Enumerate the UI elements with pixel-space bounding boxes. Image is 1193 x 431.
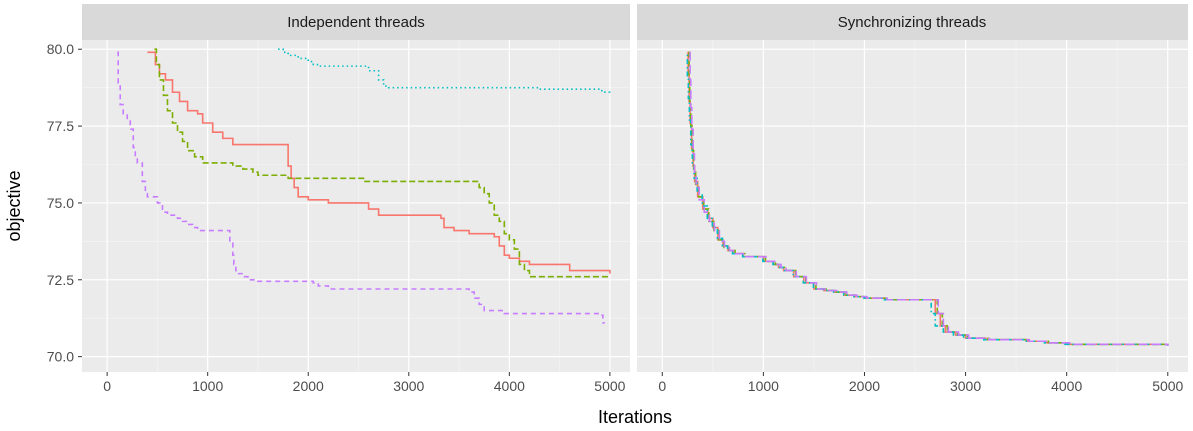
series-line-2	[278, 48, 611, 96]
series-line-0	[687, 51, 1169, 346]
x-tick-label: 1000	[748, 378, 779, 394]
x-axis-ticks: 0 1000 2000 3000 4000 5000	[103, 372, 626, 394]
x-tick-label: 4000	[1051, 378, 1082, 394]
panel-strip	[82, 4, 630, 40]
grid-lines	[637, 40, 1188, 372]
x-tick-label: 3000	[950, 378, 981, 394]
y-tick-label: 80.0	[47, 41, 74, 57]
x-tick-label: 3000	[393, 378, 424, 394]
panel-independent-threads: Independent threads 0 1000 2000 3000 4000 500…	[47, 4, 630, 394]
series-line-1	[154, 48, 610, 278]
panel-title: Synchronizing threads	[838, 14, 986, 31]
y-tick-label: 70.0	[47, 349, 74, 365]
x-tick-label: 2000	[849, 378, 880, 394]
y-tick-label: 72.5	[47, 272, 74, 288]
x-tick-label: 5000	[594, 378, 625, 394]
panel-synchronizing-threads: Synchronizing threads 0 1000 2000 3000 4000 5…	[637, 4, 1188, 394]
series-line-3	[689, 51, 1169, 346]
x-tick-label: 4000	[494, 378, 525, 394]
plot-background	[637, 40, 1188, 372]
x-axis-title: Iterations	[598, 407, 672, 427]
y-tick-label: 77.5	[47, 118, 74, 134]
x-tick-label: 2000	[293, 378, 324, 394]
panel-title: Independent threads	[287, 14, 425, 31]
x-tick-label: 0	[103, 378, 111, 394]
grid-lines	[82, 40, 630, 372]
series-group	[686, 51, 1169, 346]
x-tick-label: 5000	[1152, 378, 1183, 394]
x-tick-label: 0	[658, 378, 666, 394]
plot-background	[82, 40, 630, 372]
series-line-0	[147, 51, 611, 274]
x-tick-label: 1000	[192, 378, 223, 394]
y-axis-title: objective	[4, 170, 24, 241]
x-axis-ticks: 0 1000 2000 3000 4000 5000	[658, 372, 1184, 394]
series-group	[117, 48, 611, 324]
y-tick-label: 75.0	[47, 195, 74, 211]
y-axis-ticks: 70.0 72.5 75.0 77.5 80.0	[47, 41, 82, 365]
series-line-2	[686, 54, 1169, 346]
panel-strip	[637, 4, 1188, 40]
